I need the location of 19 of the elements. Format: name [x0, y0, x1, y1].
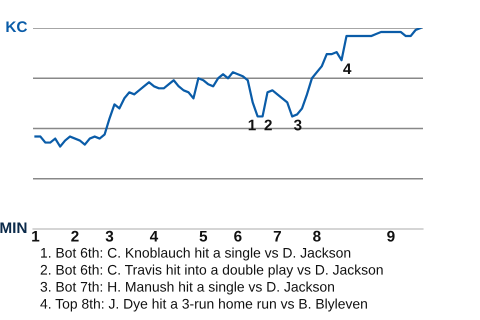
text: 3. Bot 7th: H. Manush hit a single vs D. Jackson	[40, 282, 334, 294]
annotation: 1	[248, 120, 256, 130]
x-tick-label: 6	[234, 230, 242, 242]
annotation: 4	[343, 64, 352, 74]
text: 4. Top 8th: J. Dye hit a 3-run home run vs B. Blyleven	[40, 298, 367, 312]
x-tick-label: 9	[387, 230, 395, 242]
x-tick-label: 4	[150, 230, 158, 242]
annotation: 3	[294, 120, 302, 130]
x-tick-label: 7	[274, 230, 281, 242]
x-tick-label: 3	[106, 230, 114, 242]
annotation: 2	[264, 120, 272, 130]
x-tick-label: 2	[71, 230, 79, 242]
x-tick-label: 8	[313, 230, 321, 242]
text: 1. Bot 6th: C. Knoblauch hit a single vs D. Jackson	[41, 248, 350, 260]
x-tick-label: 5	[200, 230, 208, 242]
x-tick-label: 1	[32, 230, 40, 242]
text: MIN	[0, 222, 26, 233]
text: KC	[6, 21, 28, 32]
text: 2. Bot 6th: C. Travis hit into a double play vs D. Jackson	[40, 264, 383, 278]
